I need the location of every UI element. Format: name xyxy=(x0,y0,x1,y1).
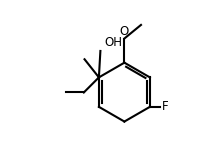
Text: OH: OH xyxy=(104,36,122,49)
Text: F: F xyxy=(162,100,169,113)
Text: O: O xyxy=(120,25,129,38)
